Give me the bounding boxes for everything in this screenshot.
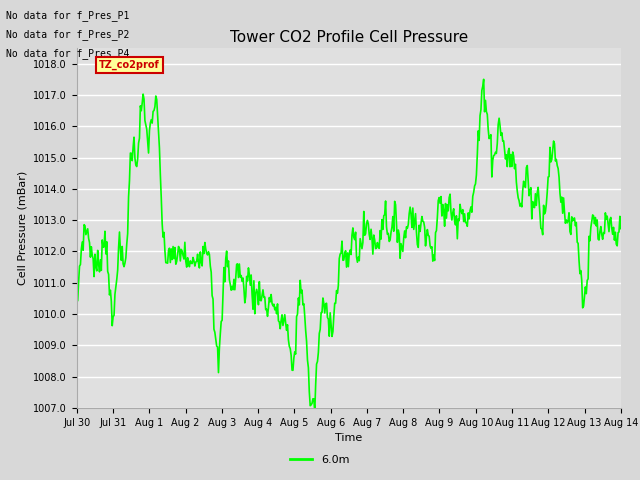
Text: No data for f_Pres_P2: No data for f_Pres_P2 [6,29,130,40]
X-axis label: Time: Time [335,433,362,443]
Text: No data for f_Pres_P1: No data for f_Pres_P1 [6,10,130,21]
Y-axis label: Cell Pressure (mBar): Cell Pressure (mBar) [18,171,28,285]
Title: Tower CO2 Profile Cell Pressure: Tower CO2 Profile Cell Pressure [230,30,468,46]
Text: TZ_co2prof: TZ_co2prof [99,60,160,70]
Text: No data for f_Pres_P4: No data for f_Pres_P4 [6,48,130,59]
Legend: 6.0m: 6.0m [285,451,355,469]
